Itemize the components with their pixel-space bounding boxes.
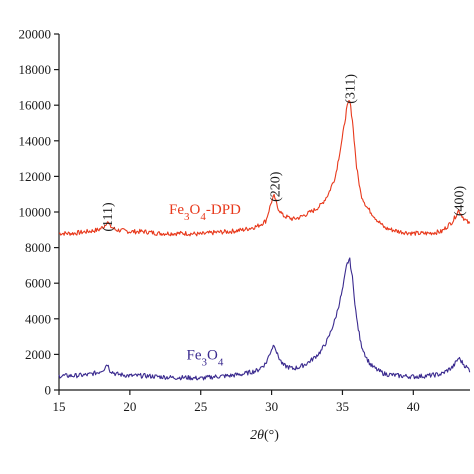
- peak-labels: (111) (220) (311) (400): [101, 74, 467, 232]
- series-line-1: [58, 257, 471, 381]
- series-label-part: O: [207, 348, 218, 364]
- series-label-1: Fe3O4: [187, 348, 224, 369]
- x-tick-label: 35: [336, 399, 349, 414]
- series-lines: [58, 99, 471, 381]
- series-label-part: Fe: [169, 202, 184, 218]
- y-tick-label: 20000: [19, 27, 52, 42]
- series-label-part: 4: [218, 357, 224, 369]
- y-tick-label: 0: [45, 383, 52, 398]
- y-ticks: 0 2000 4000 6000 8000 10000 12000 14000 16000 180…: [19, 27, 59, 398]
- series-label-part: 3: [184, 211, 190, 223]
- x-ticks: 15 20 25 30 35 40: [53, 390, 420, 414]
- x-tick-label: 25: [194, 399, 207, 414]
- x-tick-label: 40: [407, 399, 420, 414]
- series-label-part: 4: [200, 211, 206, 223]
- x-axis-title-unit: (°): [264, 428, 279, 443]
- y-tick-label: 18000: [19, 62, 52, 77]
- peak-label: (400): [453, 185, 468, 216]
- peak-label: (111): [101, 202, 116, 232]
- y-tick-label: 2000: [25, 347, 51, 362]
- series-label-part: 3: [202, 357, 208, 369]
- y-tick-label: 4000: [25, 311, 51, 326]
- axes: [58, 34, 470, 391]
- y-tick-label: 6000: [25, 276, 51, 291]
- x-axis-title-var: 2θ: [250, 428, 264, 443]
- y-tick-label: 12000: [19, 169, 52, 184]
- series-label-0: Fe3O4-DPD: [169, 202, 241, 223]
- y-tick-label: 8000: [25, 240, 51, 255]
- y-tick-label: 14000: [19, 133, 52, 148]
- series-label-part: -DPD: [206, 202, 241, 218]
- peak-label: (220): [268, 171, 283, 202]
- series-line-0: [58, 99, 471, 237]
- series-label-part: Fe: [187, 348, 202, 364]
- x-tick-label: 20: [123, 399, 136, 414]
- peak-label: (311): [344, 74, 359, 104]
- x-tick-label: 30: [265, 399, 278, 414]
- y-tick-label: 16000: [19, 98, 52, 113]
- y-tick-label: 10000: [19, 205, 52, 220]
- x-tick-label: 15: [53, 399, 66, 414]
- series-label-part: O: [190, 202, 201, 218]
- x-axis-title: 2θ(°): [250, 428, 279, 443]
